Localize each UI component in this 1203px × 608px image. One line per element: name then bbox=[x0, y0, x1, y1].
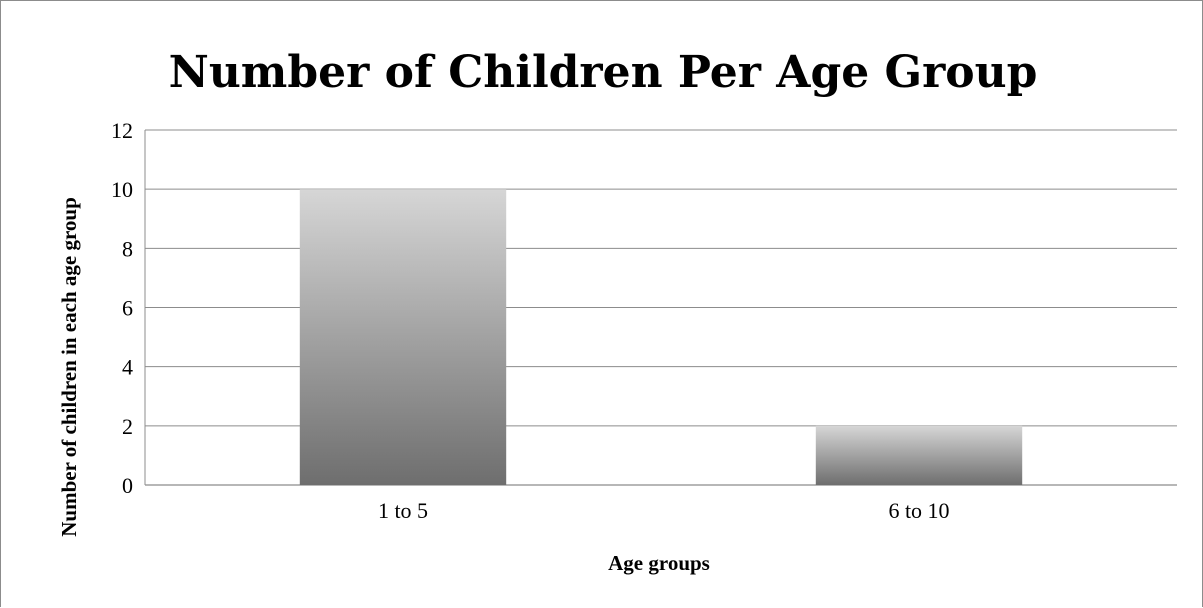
y-tick-label: 10 bbox=[111, 177, 133, 202]
chart-title: Number of Children Per Age Group bbox=[169, 47, 1038, 98]
y-tick-label: 6 bbox=[122, 296, 133, 321]
y-tick-label: 12 bbox=[111, 118, 133, 143]
y-tick-label: 4 bbox=[122, 355, 133, 380]
bar-1 bbox=[299, 189, 507, 485]
x-tick-labels: 1 to 5 6 to 10 bbox=[378, 498, 950, 523]
y-tick-labels: 0 2 4 6 8 10 12 bbox=[111, 118, 133, 498]
bars bbox=[299, 189, 1023, 485]
x-tick-label: 1 to 5 bbox=[378, 498, 428, 523]
y-tick-label: 2 bbox=[122, 414, 133, 439]
y-axis-title: Number of children in each age group bbox=[57, 197, 81, 537]
x-axis-title: Age groups bbox=[608, 551, 710, 575]
y-tick-label: 0 bbox=[122, 473, 133, 498]
bar-2 bbox=[815, 425, 1023, 485]
y-tick-label: 8 bbox=[122, 236, 133, 261]
x-tick-label: 6 to 10 bbox=[888, 498, 949, 523]
